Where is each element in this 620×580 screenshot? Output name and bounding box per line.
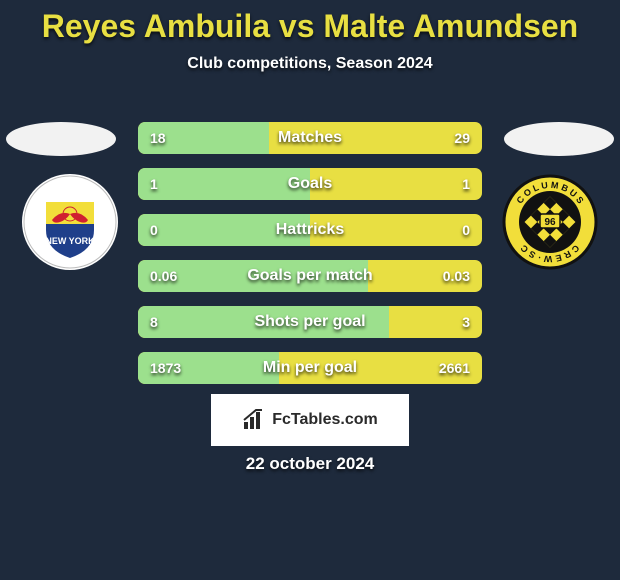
player-right-ellipse (504, 122, 614, 156)
stat-row: 18732661Min per goal (138, 352, 482, 384)
fctables-icon (242, 408, 266, 432)
stat-label: Hattricks (138, 214, 482, 246)
stat-row: 1829Matches (138, 122, 482, 154)
stat-label: Goals (138, 168, 482, 200)
stat-row: 0.060.03Goals per match (138, 260, 482, 292)
svg-text:96: 96 (544, 217, 556, 228)
stat-label: Matches (138, 122, 482, 154)
red-bulls-icon: NEW YORK (22, 174, 118, 270)
columbus-crew-icon: C O L U M B U S C R E W · S C 96 (502, 174, 598, 270)
svg-text:NEW YORK: NEW YORK (45, 236, 95, 246)
stat-label: Shots per goal (138, 306, 482, 338)
brand-box: FcTables.com (211, 394, 409, 446)
player-left-ellipse (6, 122, 116, 156)
stat-label: Min per goal (138, 352, 482, 384)
subtitle: Club competitions, Season 2024 (187, 55, 432, 73)
club-logo-right: C O L U M B U S C R E W · S C 96 (502, 174, 598, 270)
stat-row: 00Hattricks (138, 214, 482, 246)
club-logo-left: NEW YORK (22, 174, 118, 270)
stats-list: 1829Matches 11Goals 00Hattricks 0.060.03Goa… (138, 122, 482, 384)
stat-label: Goals per match (138, 260, 482, 292)
date-text: 22 october 2024 (0, 454, 620, 474)
brand-text: FcTables.com (272, 411, 378, 429)
stat-row: 11Goals (138, 168, 482, 200)
stat-row: 83Shots per goal (138, 306, 482, 338)
page-title: Reyes Ambuila vs Malte Amundsen (42, 8, 578, 45)
